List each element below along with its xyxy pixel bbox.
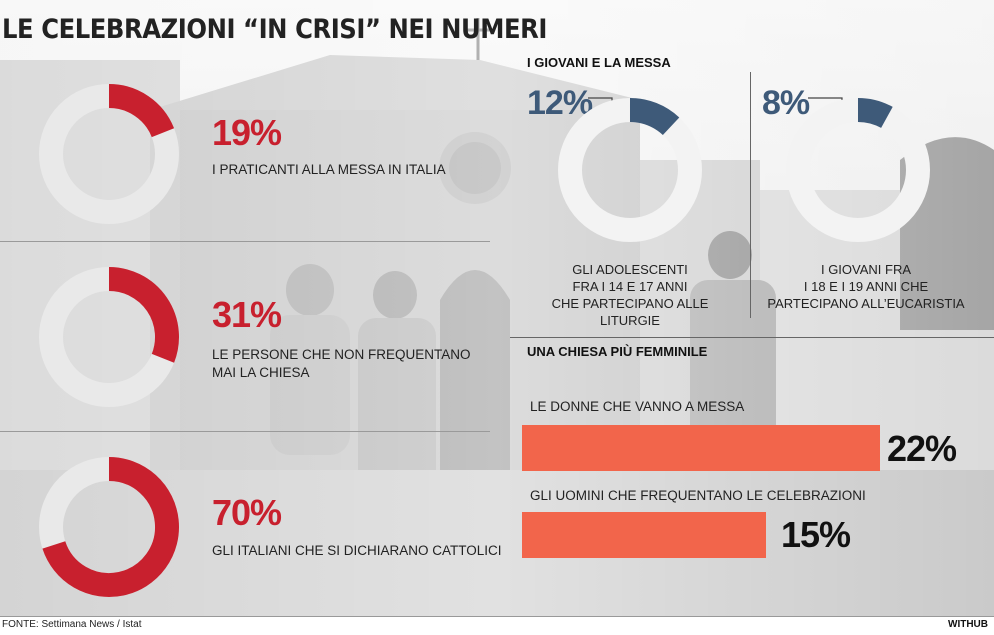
brand-logo: WITHUB bbox=[948, 619, 988, 630]
donut-segment bbox=[108, 267, 179, 363]
value-label-youth: 8% bbox=[762, 84, 810, 122]
donut-segment bbox=[108, 84, 175, 138]
label-teens: GLI ADOLESCENTI FRA I 14 E 17 ANNI CHE P… bbox=[532, 261, 728, 329]
label-line: I GIOVANI FRA bbox=[820, 262, 912, 277]
label-line: LE PERSONE CHE NON FREQUENTANO bbox=[212, 347, 471, 362]
donut-chart-catholics bbox=[39, 457, 179, 597]
bar-value-women: 22% bbox=[887, 428, 957, 469]
donut-track bbox=[786, 98, 930, 242]
divider bbox=[0, 431, 490, 432]
donut-segment bbox=[42, 457, 179, 597]
source-note: FONTE: Settimana News / Istat bbox=[2, 619, 142, 630]
divider bbox=[0, 241, 490, 242]
donut-chart-practitioners bbox=[39, 84, 179, 224]
bar-value-men: 15% bbox=[781, 514, 851, 555]
label-practitioners: I PRATICANTI ALLA MESSA IN ITALIA bbox=[212, 162, 446, 177]
donut-segment bbox=[857, 98, 893, 129]
bar-label-men: GLI UOMINI CHE FREQUENTANO LE CELEBRAZIO… bbox=[530, 488, 866, 503]
label-line: FRA I 14 E 17 ANNI bbox=[572, 279, 688, 294]
donut-track bbox=[558, 98, 702, 242]
donut-chart-non-attendees bbox=[39, 267, 179, 407]
divider-vertical bbox=[750, 72, 751, 318]
page-title: LE CELEBRAZIONI “IN CRISI” NEI NUMERI bbox=[2, 14, 548, 45]
value-label-catholics: 70% bbox=[212, 492, 282, 533]
footer: FONTE: Settimana News / Istat WITHUB bbox=[0, 616, 994, 635]
label-non-attendees: LE PERSONE CHE NON FREQUENTANO MAI LA CH… bbox=[212, 346, 471, 382]
label-line: PARTECIPANO ALL’EUCARISTIA bbox=[767, 296, 965, 311]
label-line: GLI ADOLESCENTI bbox=[572, 262, 688, 277]
value-label-teens: 12% bbox=[527, 84, 593, 122]
bar-women bbox=[522, 425, 880, 471]
section-title-feminine: UNA CHIESA PIÙ FEMMINILE bbox=[527, 344, 708, 359]
divider bbox=[510, 337, 994, 338]
donut-chart-youth bbox=[786, 97, 930, 242]
label-catholics: GLI ITALIANI CHE SI DICHIARANO CATTOLICI bbox=[212, 543, 502, 558]
section-title-young: I GIOVANI E LA MESSA bbox=[527, 55, 671, 70]
donut-segment bbox=[629, 98, 680, 136]
bar-label-women: LE DONNE CHE VANNO A MESSA bbox=[530, 399, 745, 414]
value-label-non-attendees: 31% bbox=[212, 294, 282, 335]
donut-chart-teens bbox=[558, 97, 702, 242]
bar-men bbox=[522, 512, 767, 558]
label-line: CHE PARTECIPANO ALLE LITURGIE bbox=[551, 296, 709, 328]
label-line: I 18 E I 19 ANNI CHE bbox=[803, 279, 929, 294]
label-youth: I GIOVANI FRA I 18 E I 19 ANNI CHE PARTE… bbox=[766, 261, 966, 312]
label-line: MAI LA CHIESA bbox=[212, 365, 310, 380]
value-label-practitioners: 19% bbox=[212, 112, 282, 153]
